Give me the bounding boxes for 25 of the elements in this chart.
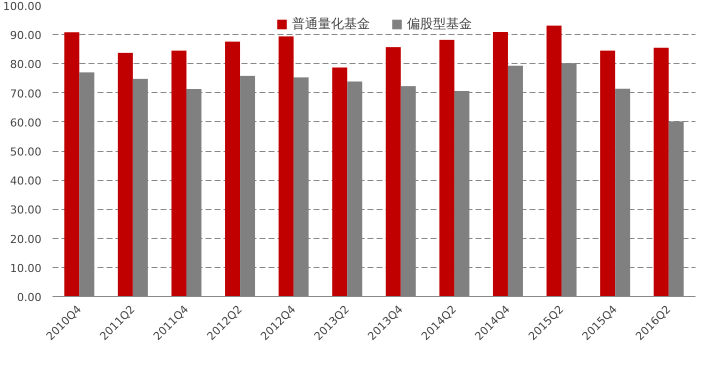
y-tick-label: 40.00	[10, 174, 42, 188]
bar	[332, 67, 348, 296]
bar	[654, 48, 669, 296]
y-tick-label: 0.00	[17, 291, 42, 304]
bar	[225, 42, 240, 296]
y-tick-label: 50.00	[10, 146, 42, 158]
y-tick-label: 20.00	[10, 232, 42, 246]
bar	[492, 32, 508, 296]
y-tick-label: 10.00	[10, 262, 42, 275]
y-tick-label: 100.00	[3, 0, 42, 13]
y-tick-label: 30.00	[10, 204, 42, 217]
bar	[386, 47, 401, 296]
legend-label: 偏股型基金	[407, 16, 472, 33]
bar	[600, 50, 616, 296]
bar	[546, 26, 562, 296]
bar	[118, 52, 133, 296]
y-tick-label: 90.00	[10, 29, 42, 42]
bar	[439, 40, 454, 296]
y-tick-label: 60.00	[10, 116, 42, 130]
bar	[171, 50, 186, 296]
legend-label: 普通量化基金	[292, 16, 370, 33]
bar	[278, 36, 294, 296]
y-tick-label: 70.00	[10, 87, 42, 100]
bar	[64, 32, 80, 296]
y-tick-label: 80.00	[10, 58, 42, 72]
